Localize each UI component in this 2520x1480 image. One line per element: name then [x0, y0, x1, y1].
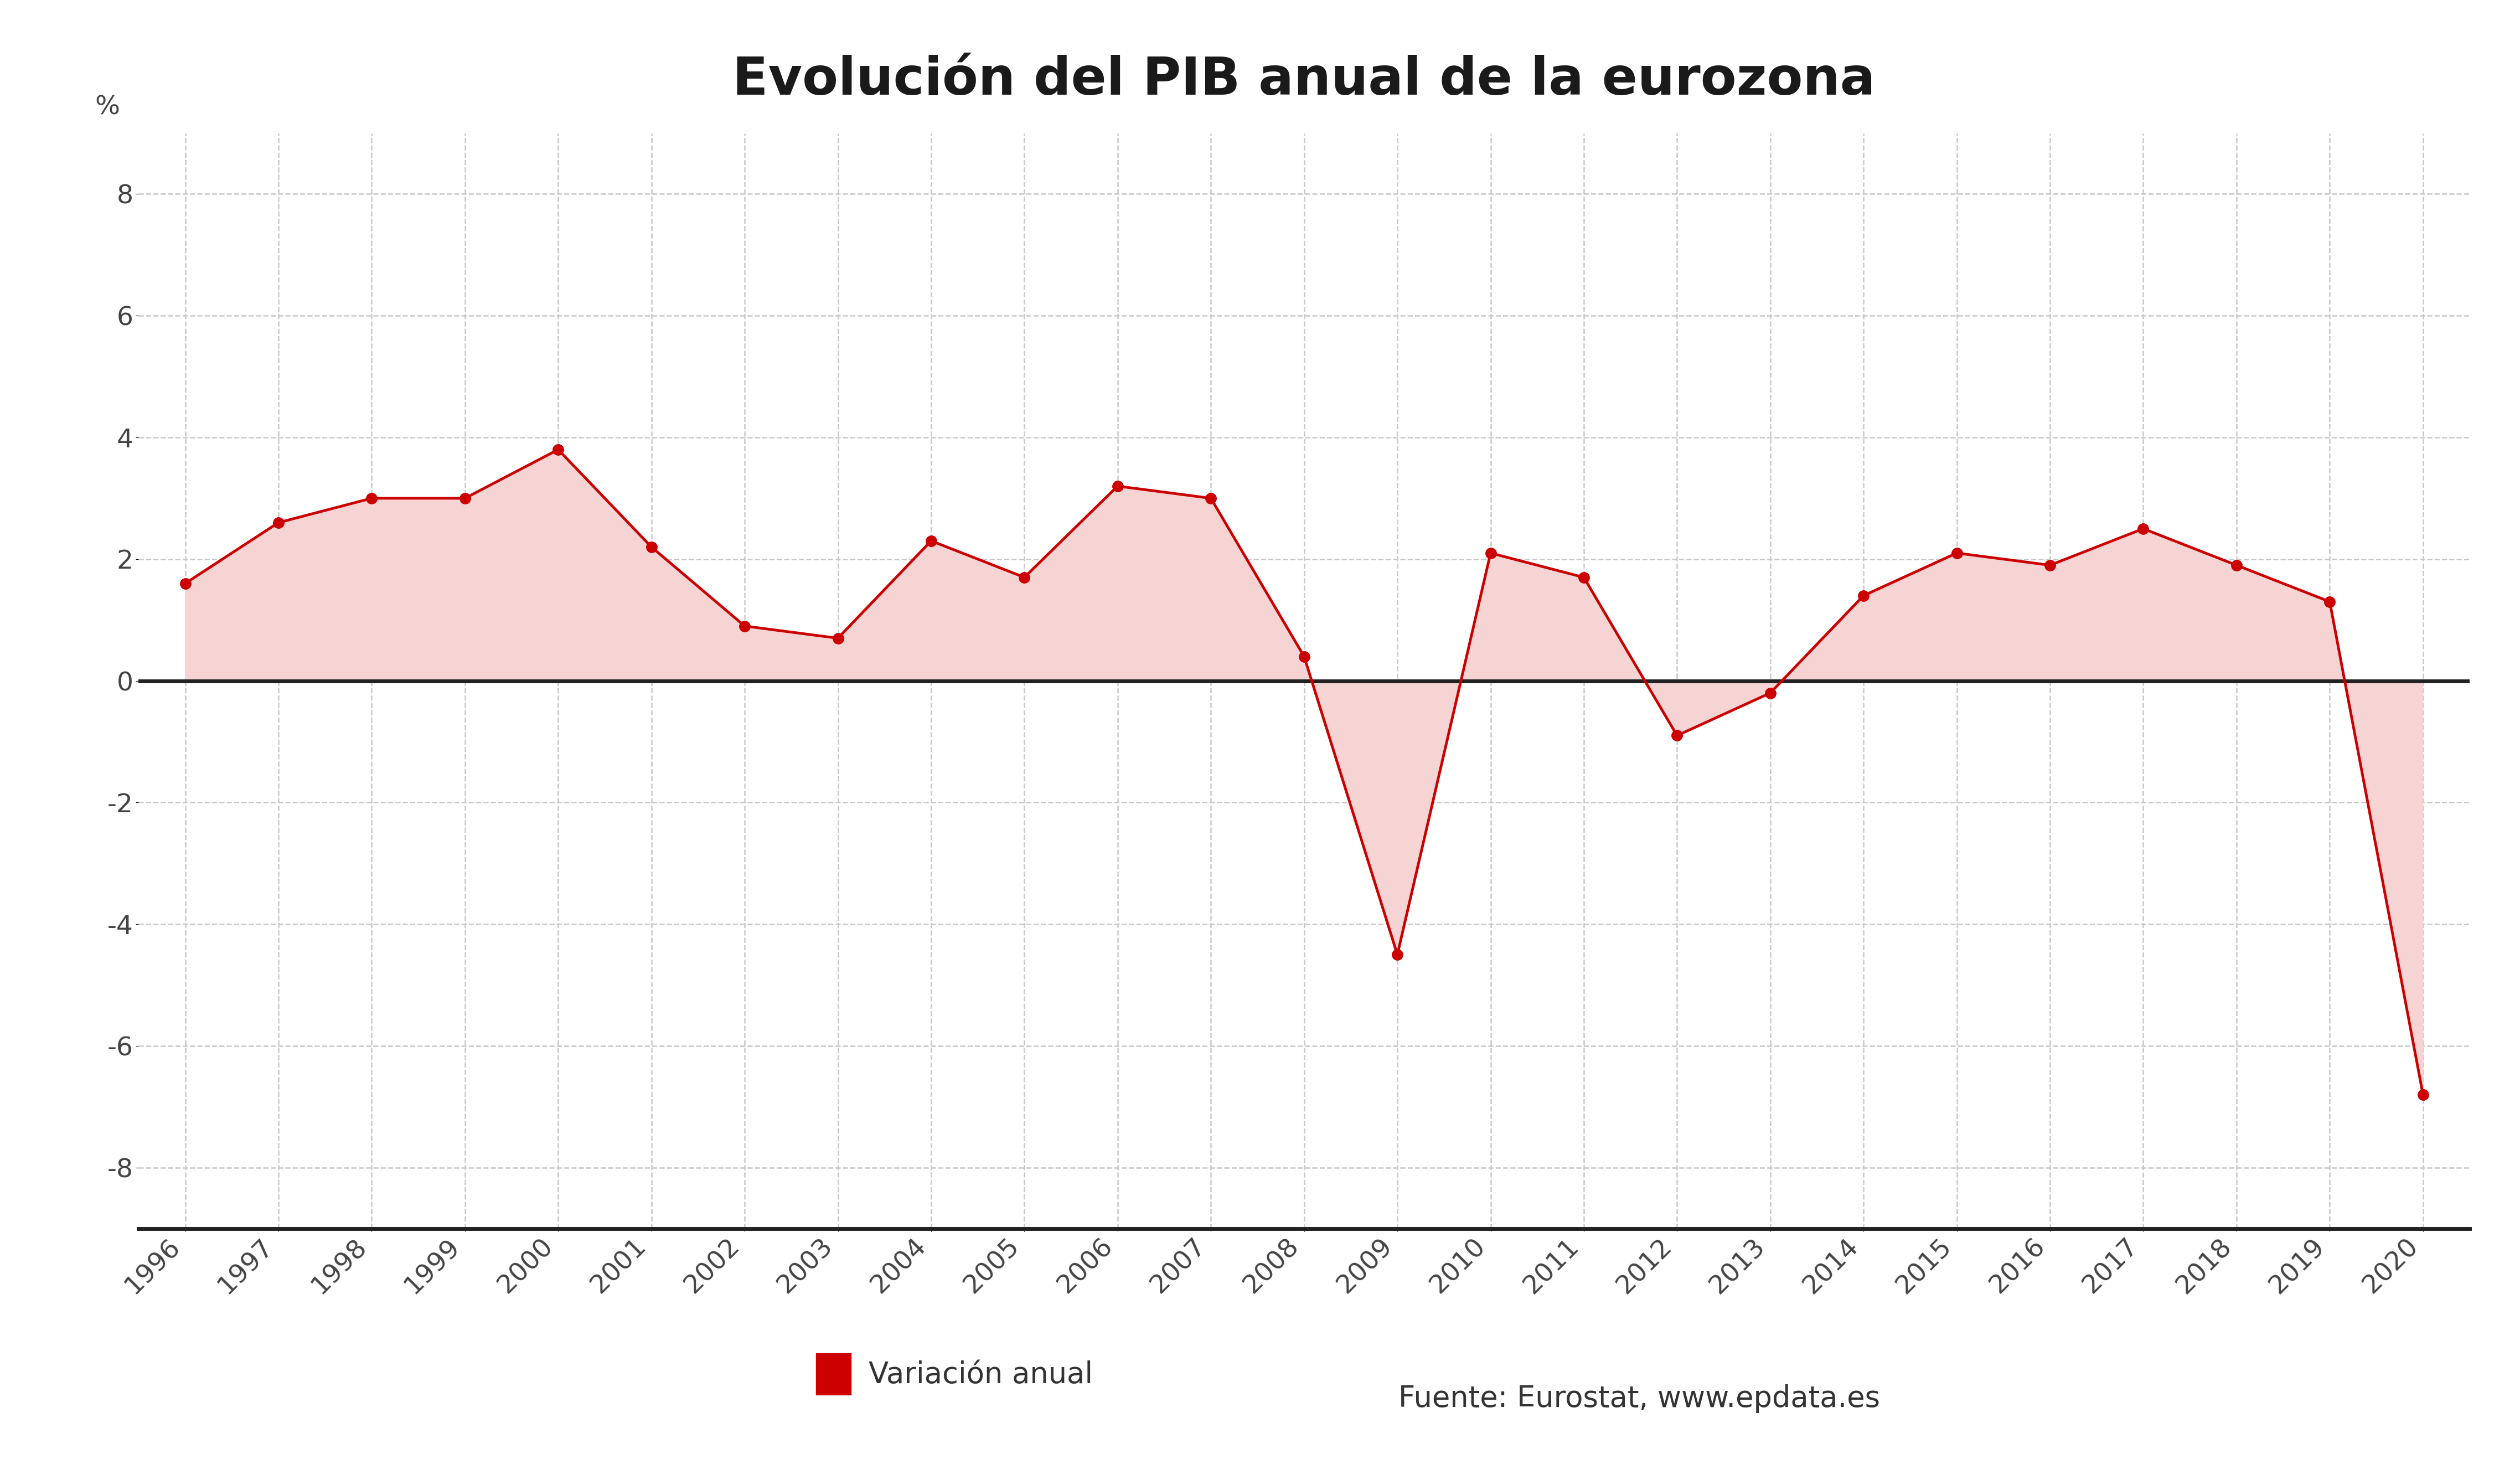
- Title: Evolución del PIB anual de la eurozona: Evolución del PIB anual de la eurozona: [733, 55, 1875, 107]
- Text: Fuente: Eurostat, www.epdata.es: Fuente: Eurostat, www.epdata.es: [1399, 1384, 1880, 1413]
- Legend: Variación anual: Variación anual: [816, 1353, 1094, 1394]
- Text: %: %: [96, 95, 121, 120]
